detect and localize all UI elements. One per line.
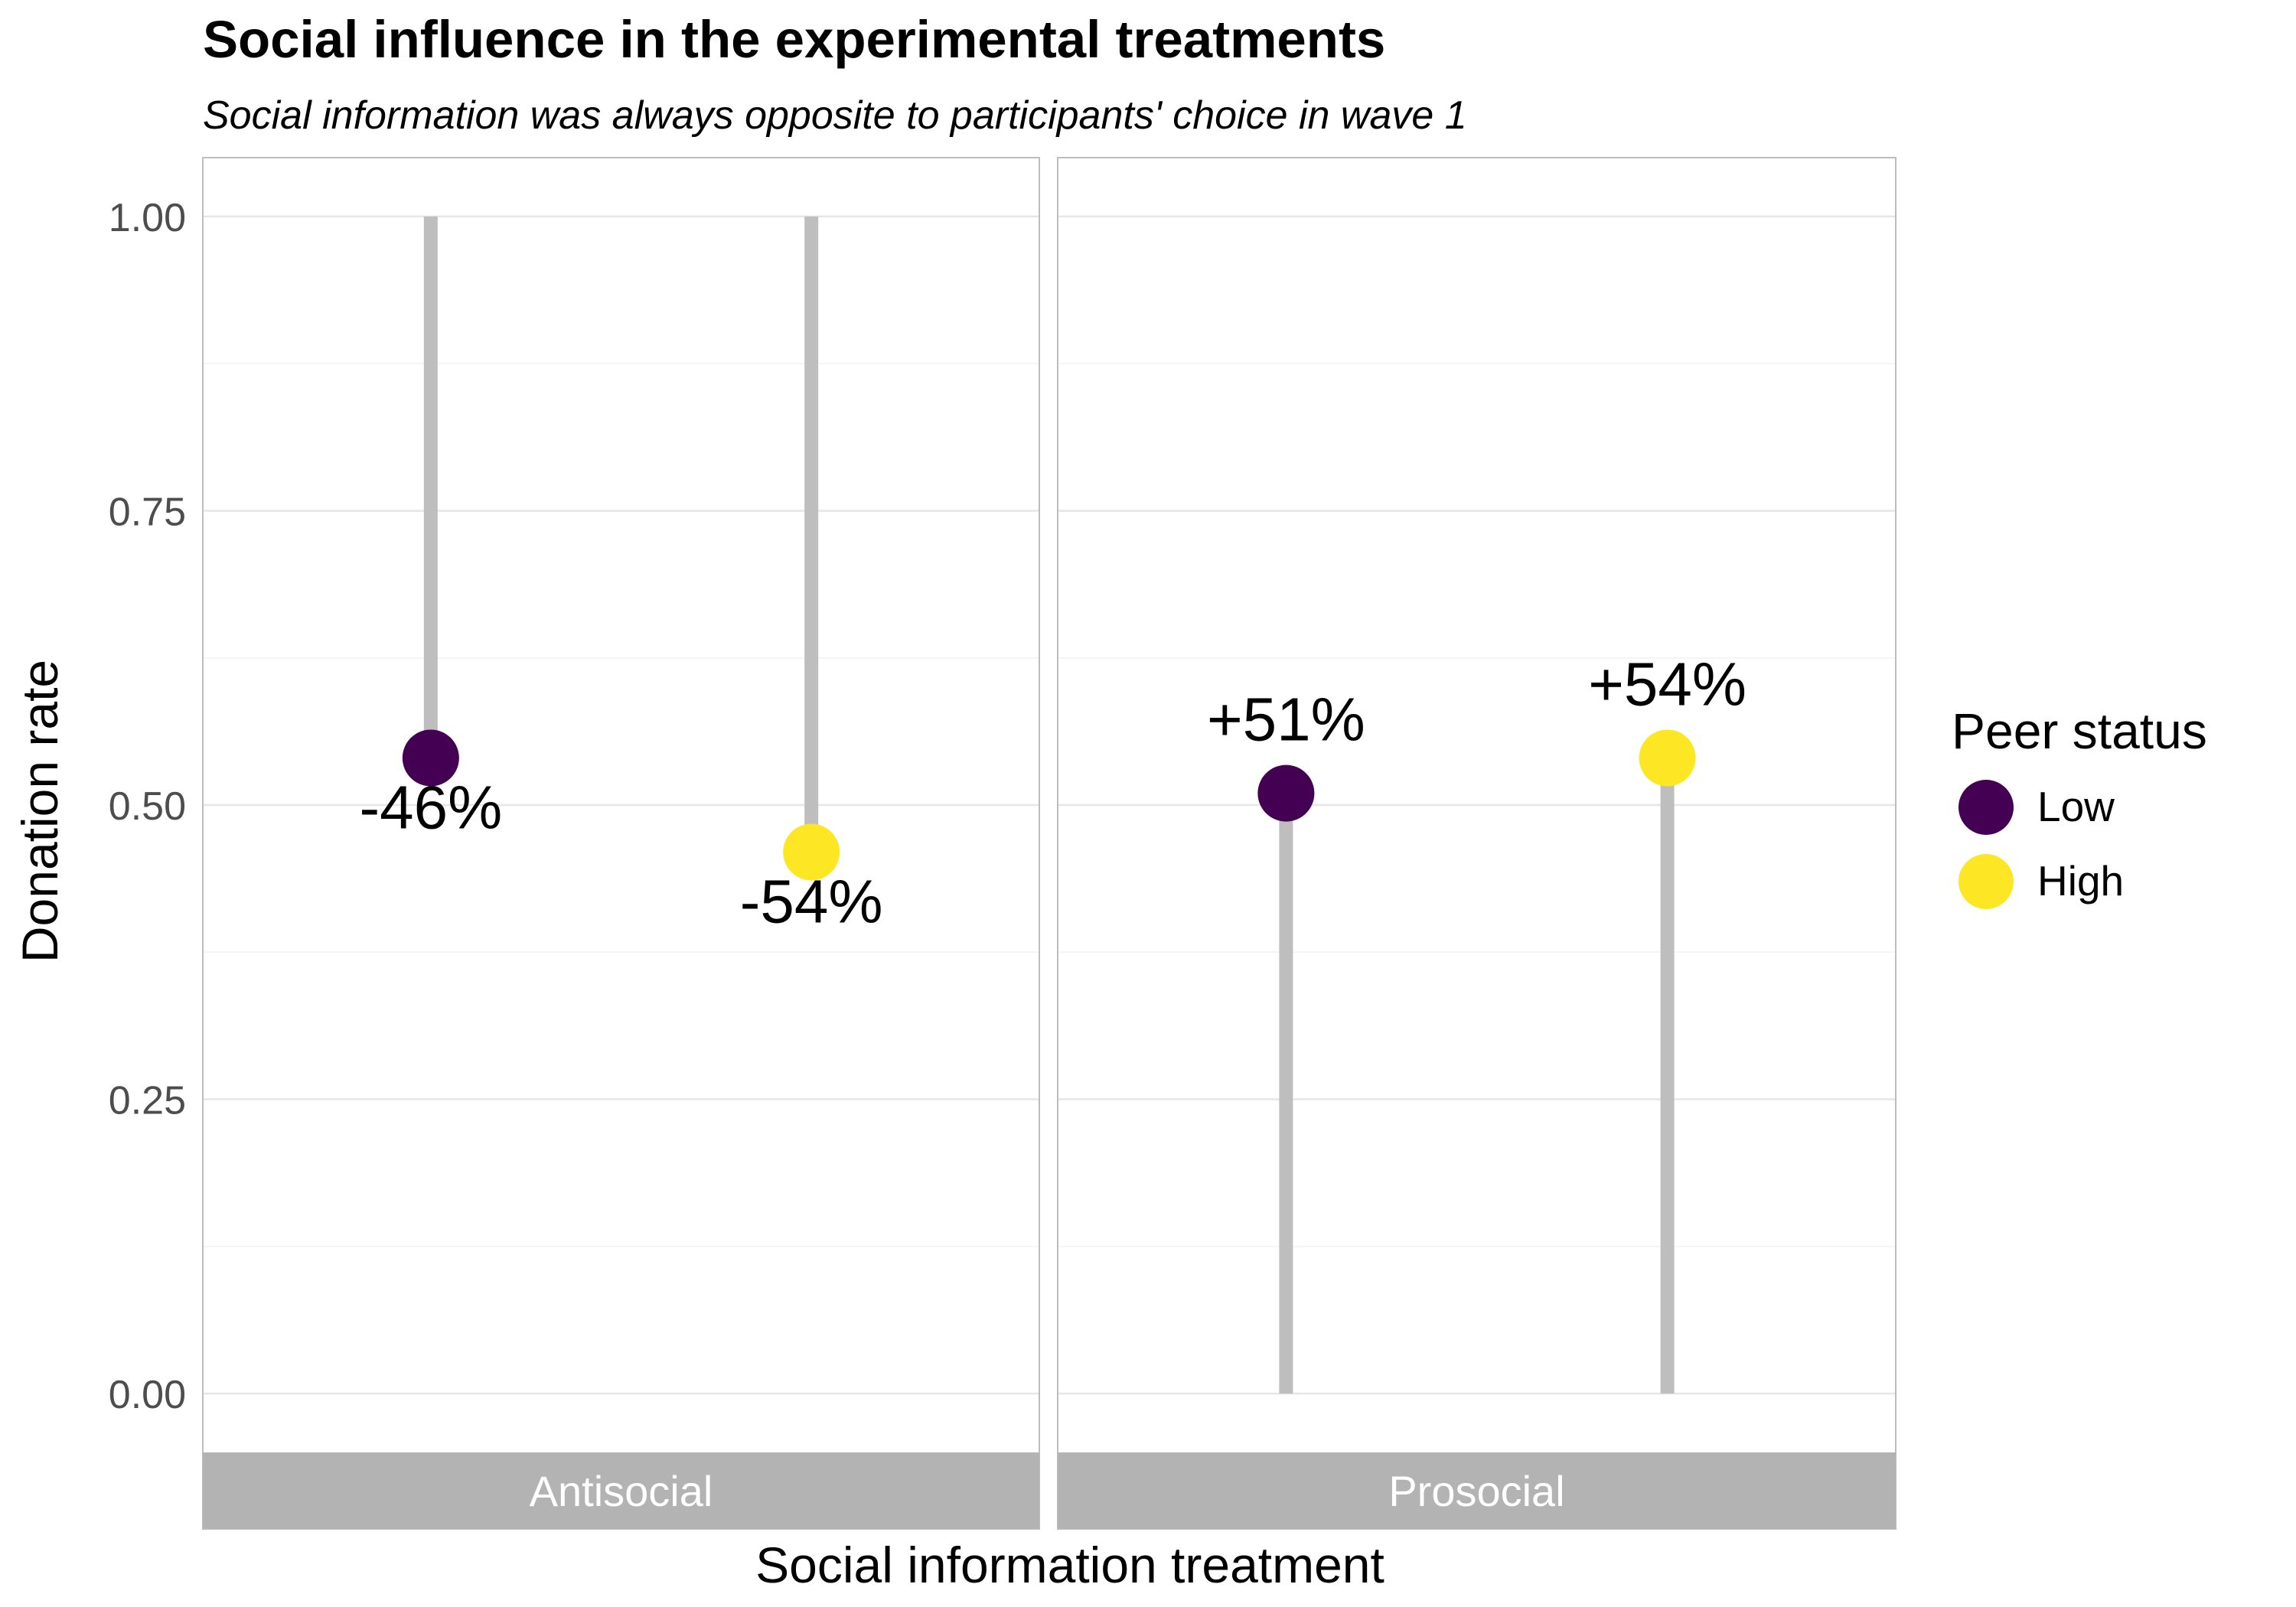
point-data-label: -54% <box>740 868 883 936</box>
lollipop-point-high <box>783 823 840 881</box>
y-axis: 0.00 0.25 0.50 0.75 1.00 <box>109 196 186 1417</box>
lollipop-point-high <box>1639 729 1696 787</box>
panel-prosocial: Prosocial +51% +54% <box>1057 157 1896 1530</box>
x-axis-label: Social information treatment <box>755 1537 1384 1593</box>
lollipop-point-low <box>402 729 459 787</box>
point-data-label: +51% <box>1207 686 1365 754</box>
lollipop-point-low <box>1257 764 1315 822</box>
legend-label-low: Low <box>2037 783 2115 830</box>
panels: Antisocial -46% -54% Prosocial +51% +54% <box>202 157 1896 1530</box>
legend-label-high: High <box>2037 857 2124 905</box>
point-data-label: -46% <box>359 773 502 841</box>
point-data-label: +54% <box>1588 650 1746 718</box>
y-tick-label: 0.25 <box>109 1079 186 1123</box>
y-tick-label: 0.00 <box>109 1373 186 1417</box>
y-tick-label: 0.50 <box>109 784 186 829</box>
facet-strip <box>203 1452 1039 1529</box>
facet-strip <box>1058 1452 1896 1529</box>
panel-antisocial: Antisocial -46% -54% <box>202 157 1040 1530</box>
chart-title: Social influence in the experimental tre… <box>203 10 1385 69</box>
facet-strip-label: Prosocial <box>1388 1467 1564 1515</box>
y-axis-label: Donation rate <box>11 660 68 963</box>
legend: Peer status Low High <box>1952 702 2207 909</box>
y-tick-label: 1.00 <box>109 196 186 240</box>
legend-key-low <box>1958 780 2014 835</box>
chart-subtitle: Social information was always opposite t… <box>203 93 1467 138</box>
facet-strip-label: Antisocial <box>530 1467 713 1515</box>
legend-key-high <box>1958 854 2014 909</box>
y-tick-label: 0.75 <box>109 490 186 534</box>
legend-title: Peer status <box>1952 702 2207 759</box>
